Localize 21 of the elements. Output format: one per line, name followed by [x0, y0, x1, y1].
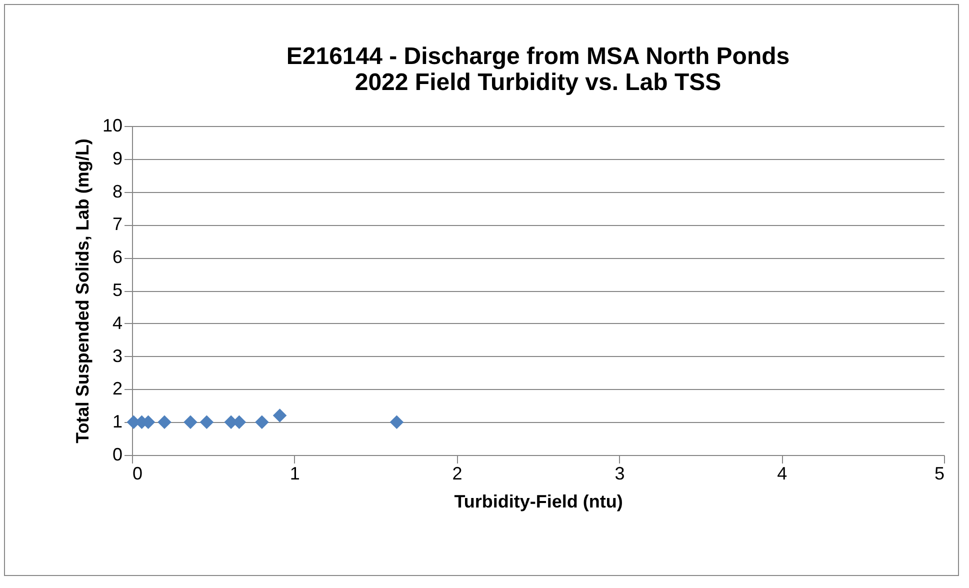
- y-tick-label: 2: [112, 378, 122, 399]
- text: E216144 - Discharge from MSA North Ponds: [286, 43, 790, 70]
- x-tick-label: 5: [934, 464, 944, 484]
- y-tick-label: 4: [112, 312, 122, 333]
- x-axis-title: Turbidity-Field (ntu): [454, 492, 623, 512]
- y-tick-label: 9: [112, 148, 122, 168]
- x-tick-label: 4: [777, 464, 788, 484]
- y-tick-label: 7: [112, 214, 122, 234]
- y-tick-label: 1: [112, 412, 122, 432]
- text: 2022 Field Turbidity vs. Lab TSS: [354, 69, 722, 96]
- y-tick-label: 5: [112, 280, 122, 300]
- y-tick-label: 0: [112, 444, 122, 464]
- y-axis-title: Total Suspended Solids, Lab (mg/L): [72, 138, 92, 444]
- x-tick-label: 0: [132, 464, 143, 484]
- x-tick-label: 3: [614, 464, 625, 484]
- x-tick-label: 1: [290, 464, 300, 484]
- y-tick-label: 8: [112, 181, 122, 202]
- x-tick-label: 2: [452, 464, 462, 484]
- y-tick-label: 10: [102, 116, 122, 136]
- y-tick-label: 6: [112, 247, 122, 268]
- y-tick-label: 3: [112, 346, 122, 366]
